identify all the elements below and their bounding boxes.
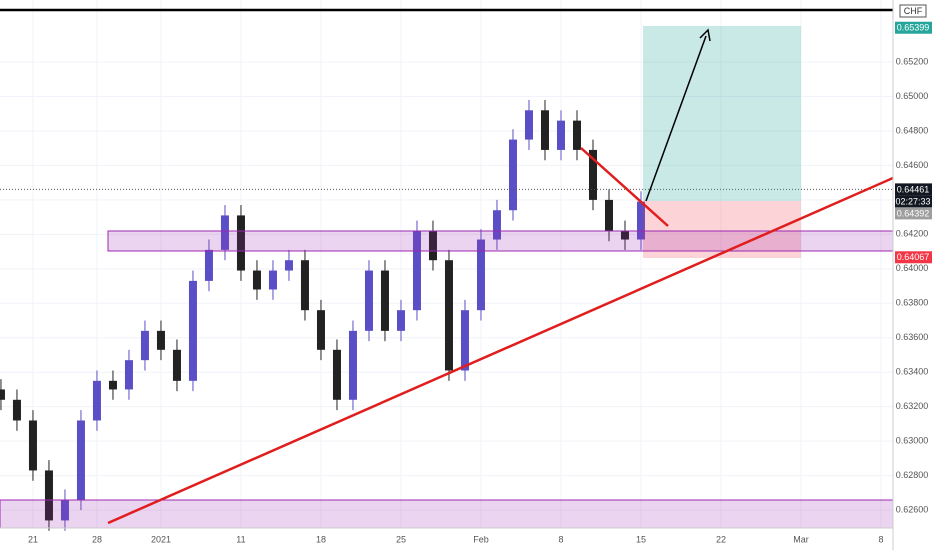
candle-body (428, 230, 437, 261)
y-tick-label: 0.63600 (896, 332, 929, 342)
arrow-head (699, 28, 711, 42)
countdown-label: 02:27:33 (895, 196, 930, 206)
y-tick-label: 0.63800 (896, 298, 929, 308)
x-tick-label: Feb (473, 534, 489, 544)
candle-body (492, 210, 501, 240)
candle-body (380, 270, 389, 331)
y-tick-label: 0.65000 (896, 91, 929, 101)
candle-body (252, 270, 261, 290)
candle-body (300, 260, 309, 311)
candle-body (604, 199, 613, 231)
price-tag (895, 207, 932, 220)
x-tick-label: 28 (92, 534, 102, 544)
x-tick-label: 18 (316, 534, 326, 544)
symbol-tag (899, 4, 927, 18)
candle-body (540, 110, 549, 150)
y-tick-label: 0.64800 (896, 125, 929, 135)
candle-body (0, 389, 5, 400)
candle-body (412, 230, 421, 311)
candle-body (332, 349, 341, 400)
candle-body (348, 330, 357, 400)
x-tick-label: Mar (793, 534, 809, 544)
price-tag (895, 21, 932, 34)
candle-body (188, 280, 197, 381)
candle-body (44, 470, 53, 521)
candle-body (140, 330, 149, 361)
x-tick-label: 8 (558, 534, 563, 544)
countdown-tag (895, 195, 932, 208)
candle-body (636, 201, 645, 240)
candle-body (364, 270, 373, 331)
x-tick-label: 8 (878, 534, 883, 544)
x-tick-label: 25 (396, 534, 406, 544)
y-tick-label: 0.65200 (896, 56, 929, 66)
candle-body (588, 149, 597, 200)
y-tick-label: 0.63400 (896, 367, 929, 377)
plot-area (0, 0, 893, 531)
price-tag-label: 0.64392 (897, 208, 930, 218)
symbol-label: CHF (904, 6, 923, 16)
candle-body (396, 310, 405, 331)
candle-body (12, 399, 21, 421)
candle-body (156, 330, 165, 350)
trend-line (107, 176, 894, 525)
candle-body (524, 110, 533, 140)
candle-body (444, 260, 453, 371)
candle-body (204, 249, 213, 281)
candle-body (316, 310, 325, 350)
y-tick-label: 0.62800 (896, 470, 929, 480)
y-tick-label: 0.62600 (896, 504, 929, 514)
price-tag-label: 0.64461 (897, 184, 930, 194)
down-trend-line (580, 147, 669, 227)
price-axis (893, 0, 932, 550)
candle-body (508, 139, 517, 211)
x-tick-label: 15 (636, 534, 646, 544)
candle-body (268, 270, 277, 290)
x-tick-label: 21 (28, 534, 38, 544)
candle-body (284, 260, 293, 271)
price-tag (895, 251, 932, 264)
candle-body (108, 380, 117, 390)
candle-body (76, 420, 85, 500)
x-tick-label: 2021 (151, 534, 171, 544)
y-tick-label: 0.63200 (896, 401, 929, 411)
candle-body (124, 360, 133, 390)
y-tick-label: 0.64600 (896, 160, 929, 170)
price-tag-label: 0.64067 (897, 252, 930, 262)
y-tick-label: 0.63000 (896, 436, 929, 446)
candle-body (28, 420, 37, 471)
x-tick-label: 22 (716, 534, 726, 544)
candle-body (620, 230, 629, 240)
candle-body (220, 215, 229, 250)
candle-body (236, 215, 245, 271)
x-tick-label: 11 (236, 534, 245, 544)
resistance-zone (107, 230, 894, 252)
candle-body (476, 239, 485, 311)
profit-zone (643, 26, 801, 201)
support-zone (0, 499, 894, 529)
y-tick-label: 0.64200 (896, 229, 929, 239)
candle-body (172, 349, 181, 381)
arrow-line (645, 35, 707, 202)
price-tag (895, 183, 932, 196)
y-tick-label: 0.64000 (896, 263, 929, 273)
candle-body (556, 120, 565, 150)
candle-body (460, 310, 469, 371)
candle-body (572, 120, 581, 150)
candle-body (92, 380, 101, 421)
price-tag-label: 0.65399 (897, 23, 930, 33)
candle-body (60, 499, 69, 521)
